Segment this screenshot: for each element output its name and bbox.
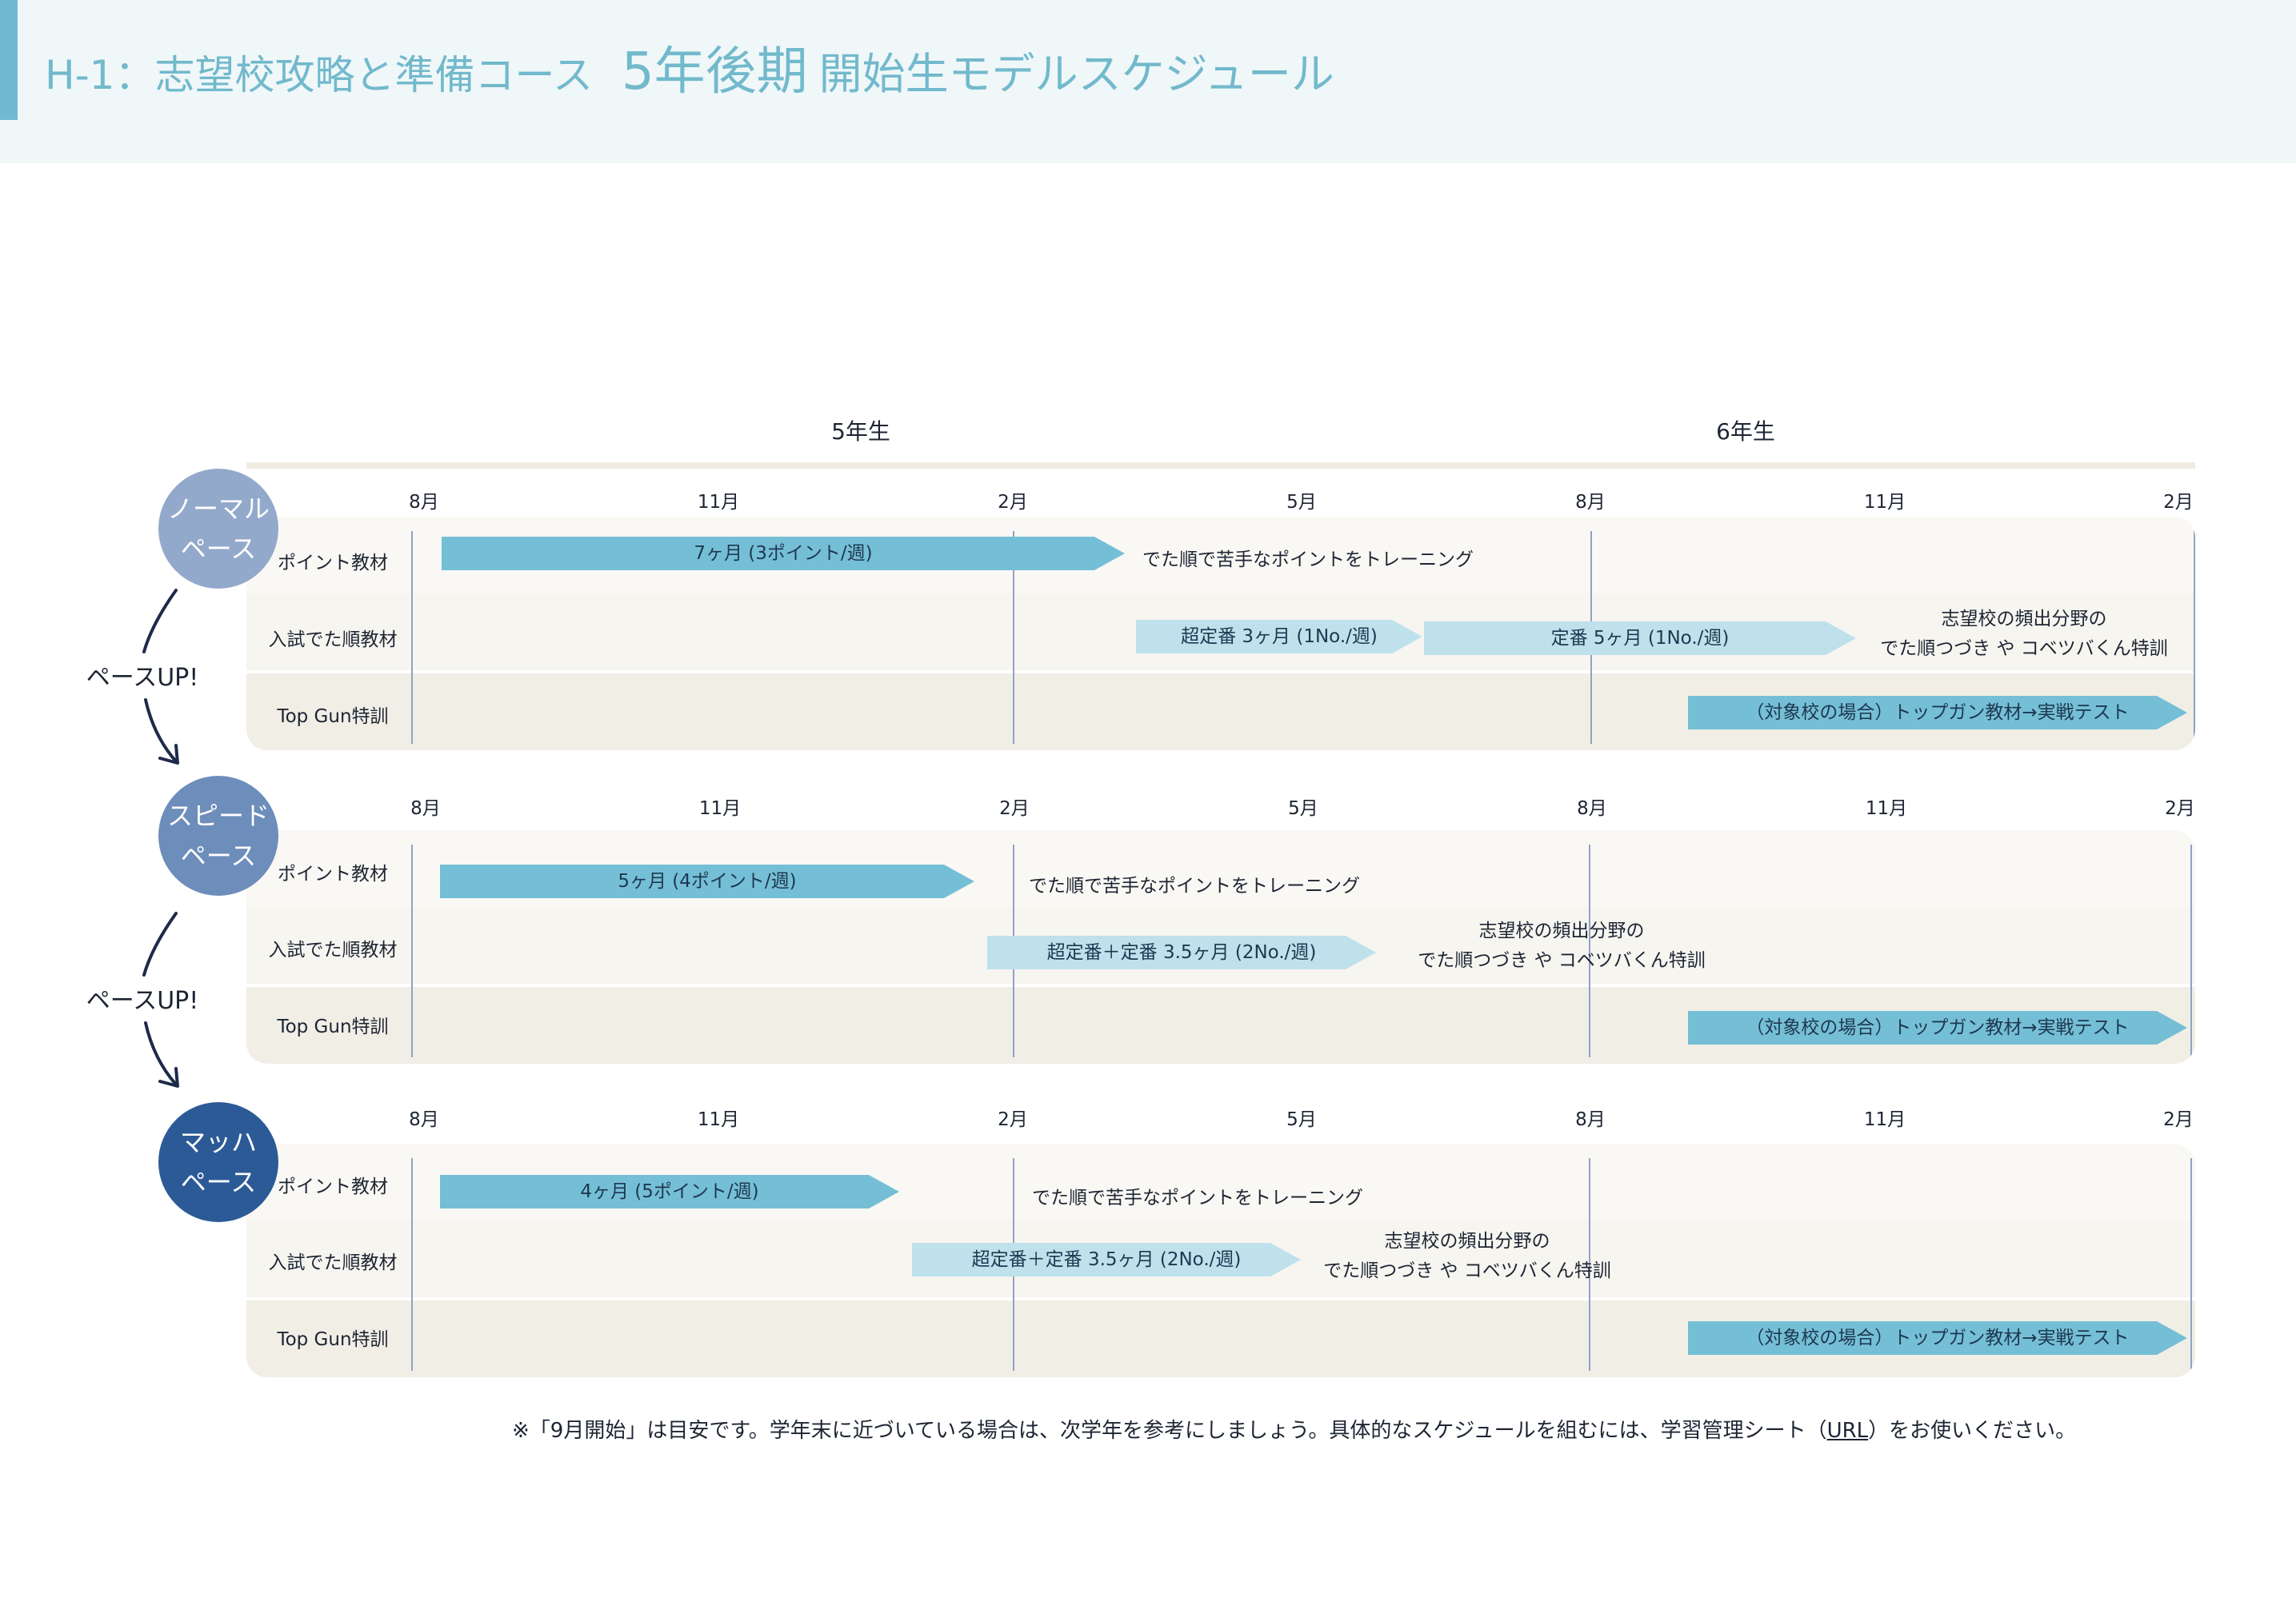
row-label-point: ポイント教材 [278,864,388,885]
month-gridline [411,1158,413,1371]
grade-label-5: 5年生 [831,418,890,445]
month-label: 5月 [1288,798,1318,819]
header-band [0,0,2296,163]
month-label: 8月 [409,1109,439,1130]
title-term: 5年後期 [621,42,808,102]
topgun-bar: （対象校の場合）トップガン教材→実戦テスト [1688,1321,2187,1355]
pace-badge-speed: スピード ペース [158,776,278,896]
exam-bar-standard: 定番 5ヶ月 (1No./週) [1424,621,1856,655]
point-material-bar: 4ヶ月 (5ポイント/週) [440,1175,899,1209]
pace-name-line: スピード [166,801,270,831]
month-label: 11月 [1863,492,1906,513]
exam-bar-core-standard: 超定番＋定番 3.5ヶ月 (2No./週) [912,1243,1301,1276]
footnote-tail: ）をお使いください。 [1868,1419,2077,1443]
pace-up-arrow-icon [142,912,179,1088]
point-material-note: でた順で苦手なポイントをトレーニング [1029,876,1360,897]
row-label-topgun: Top Gun特訓 [277,1017,389,1037]
pace-name-line: ペース [180,841,257,871]
grade-label-6: 6年生 [1716,418,1775,445]
note-line: 志望校の頻出分野の [1478,921,1645,941]
exam-material-note: 志望校の頻出分野の でた順つづき や コベツバくん特訓 [1307,1227,1627,1286]
note-line: 志望校の頻出分野の [1941,609,2107,629]
exam-material-note: 志望校の頻出分野の でた順つづき や コベツバくん特訓 [1402,917,1722,976]
title-course: H-1：志望校攻略と準備コース [45,52,593,98]
month-gridline [1589,1158,1590,1371]
title-subtitle: 開始生モデルスケジュール [818,49,1334,99]
pace-name-line: ペース [180,1167,257,1197]
month-label: 5月 [1286,492,1317,513]
month-label: 11月 [698,798,742,819]
month-label: 2月 [998,492,1028,513]
pace-badge-normal: ノーマル ペース [158,469,278,589]
point-material-bar: 7ヶ月 (3ポイント/週) [442,537,1125,570]
month-gridline [1589,845,1590,1057]
grade-divider-bar [246,462,2195,469]
month-label: 2月 [2163,1109,2194,1130]
note-line: でた順つづき や コベツバくん特訓 [1880,638,2168,659]
month-label: 8月 [1575,1109,1606,1130]
row-label-point: ポイント教材 [278,553,388,573]
row-label-exam: 入試でた順教材 [268,940,398,961]
month-gridline [1013,531,1014,744]
point-material-note: でた順で苦手なポイントをトレーニング [1142,549,1474,570]
month-gridline [2190,1158,2192,1371]
topgun-bar: （対象校の場合）トップガン教材→実戦テスト [1688,1011,2187,1045]
footnote: ※「9月開始」は目安です。学年末に近づいている場合は、次学年を参考にしましょう。… [512,1414,2076,1444]
month-label: 2月 [2165,798,2195,819]
month-label: 8月 [1577,798,1607,819]
page-title: H-1：志望校攻略と準備コース 5年後期 開始生モデルスケジュール [45,30,1334,102]
month-label: 2月 [999,798,1030,819]
month-label: 8月 [410,798,441,819]
row-label-topgun: Top Gun特訓 [277,1329,389,1350]
header-accent-bar [0,0,18,120]
footnote-text: ※「9月開始」は目安です。学年末に近づいている場合は、次学年を参考にしましょう。… [512,1419,1827,1443]
row-label-point: ポイント教材 [278,1177,388,1197]
month-gridline [411,845,413,1057]
month-label: 2月 [998,1109,1028,1130]
exam-material-note: 志望校の頻出分野の でた順つづき や コベツバくん特訓 [1864,605,2184,664]
pace-up-label: ペースUP! [86,664,199,692]
footnote-link[interactable]: URL [1826,1419,1869,1443]
month-label: 11月 [1865,798,1908,819]
pace-name-line: マッハ [179,1127,257,1157]
note-line: でた順つづき や コベツバくん特訓 [1418,950,1706,971]
row-label-topgun: Top Gun特訓 [277,706,389,727]
pace-up-arrow-icon [142,589,179,765]
month-label: 11月 [697,1109,740,1130]
note-line: 志望校の頻出分野の [1384,1231,1550,1252]
topgun-bar: （対象校の場合）トップガン教材→実戦テスト [1688,696,2187,729]
month-gridline [2194,531,2195,744]
month-label: 8月 [1575,492,1606,513]
month-label: 8月 [409,492,439,513]
row-label-exam: 入試でた順教材 [268,1252,398,1273]
schedule-panel-normal [246,517,2195,750]
pace-up-label: ペースUP! [86,987,199,1015]
month-label: 11月 [697,492,740,513]
pace-badge-mach: マッハ ペース [158,1102,278,1222]
month-label: 2月 [2163,492,2194,513]
schedule-panel-speed [246,830,2195,1064]
month-label: 5月 [1286,1109,1317,1130]
pace-name-line: ノーマル [166,493,270,524]
exam-bar-core-standard: 超定番＋定番 3.5ヶ月 (2No./週) [987,936,1376,969]
month-gridline [2190,845,2192,1057]
exam-bar-core: 超定番 3ヶ月 (1No./週) [1136,620,1422,653]
month-label: 11月 [1863,1109,1906,1130]
row-label-exam: 入試でた順教材 [268,629,398,650]
pace-name-line: ペース [180,533,257,564]
note-line: でた順つづき や コベツバくん特訓 [1323,1260,1611,1281]
point-material-note: でた順で苦手なポイントをトレーニング [1032,1188,1363,1209]
month-gridline [411,531,413,744]
point-material-bar: 5ヶ月 (4ポイント/週) [440,865,974,898]
